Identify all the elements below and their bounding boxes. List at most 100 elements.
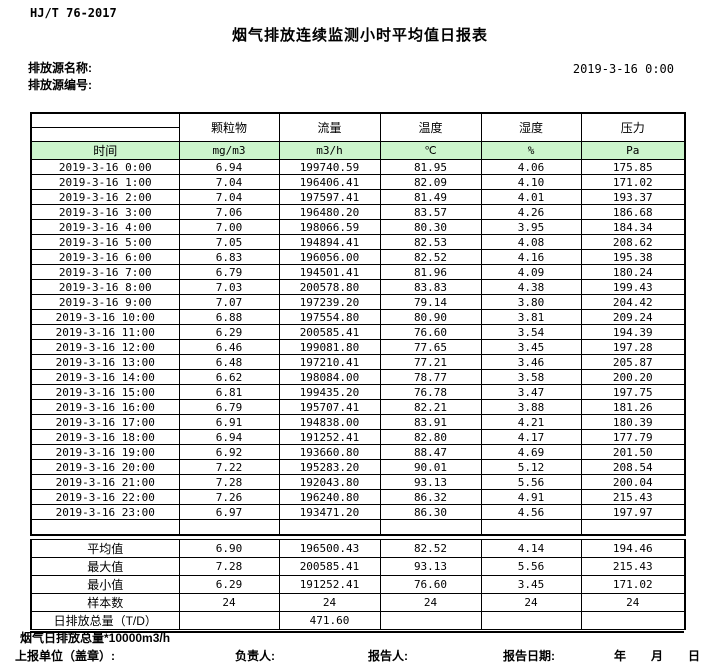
blank-corner-cell-bottom	[30, 127, 180, 142]
value-cell: 177.79	[580, 429, 686, 445]
value-cell: 208.62	[580, 234, 686, 250]
table-row: 2019-3-16 16:00 6.79 195707.41 82.21 3.88 181…	[30, 399, 686, 415]
value-cell: 471.60	[278, 611, 381, 630]
value-cell	[580, 519, 686, 536]
row-label-cell: 2019-3-16 4:00	[30, 219, 180, 235]
value-cell: 200.04	[580, 474, 686, 490]
row-label-cell: 最大值	[30, 557, 180, 576]
value-cell: 4.26	[480, 204, 582, 220]
table-row: 2019-3-16 23:00 6.97 193471.20 86.30 4.56 197…	[30, 504, 686, 520]
value-cell: 6.29	[178, 324, 280, 340]
table-row: 2019-3-16 4:00 7.00 198066.59 80.30 3.95 184.…	[30, 219, 686, 235]
value-cell: 194.46	[580, 539, 686, 558]
value-cell: 208.54	[580, 459, 686, 475]
value-cell: 86.30	[379, 504, 482, 520]
value-cell: 4.69	[480, 444, 582, 460]
row-label-cell: 2019-3-16 17:00	[30, 414, 180, 430]
value-cell: 3.81	[480, 309, 582, 325]
table-row: 2019-3-16 1:00 7.04 196406.41 82.09 4.10 171.…	[30, 174, 686, 190]
unit-cell-temperature: ℃	[379, 141, 482, 160]
table-bottom-rule	[30, 631, 684, 633]
value-cell: 76.78	[379, 384, 482, 400]
value-cell: 24	[580, 593, 686, 612]
summary-table: 平均值 6.90 196500.43 82.52 4.14 194.46 最大值 7.28 20…	[30, 539, 686, 630]
table-row: 2019-3-16 3:00 7.06 196480.20 83.57 4.26 186.…	[30, 204, 686, 220]
value-cell: 6.97	[178, 504, 280, 520]
row-label-cell: 2019-3-16 5:00	[30, 234, 180, 250]
row-label-cell: 2019-3-16 15:00	[30, 384, 180, 400]
value-cell: 6.94	[178, 429, 280, 445]
value-cell: 78.77	[379, 369, 482, 385]
value-cell: 3.45	[480, 575, 582, 594]
table-row: 2019-3-16 5:00 7.05 194894.41 82.53 4.08 208.…	[30, 234, 686, 250]
table-row: 2019-3-16 17:00 6.91 194838.00 83.91 4.21 180…	[30, 414, 686, 430]
report-unit-label: 上报单位（盖章）:	[15, 649, 115, 663]
value-cell: 197239.20	[278, 294, 381, 310]
value-cell: 204.42	[580, 294, 686, 310]
value-cell	[278, 519, 381, 536]
table-row: 2019-3-16 13:00 6.48 197210.41 77.21 3.46 205…	[30, 354, 686, 370]
value-cell: 3.88	[480, 399, 582, 415]
value-cell: 7.05	[178, 234, 280, 250]
col-header-temperature: 温度	[379, 112, 482, 142]
value-cell: 77.65	[379, 339, 482, 355]
unit-cell-pressure: Pa	[580, 141, 686, 160]
value-cell: 4.14	[480, 539, 582, 558]
source-code-label: 排放源编号:	[28, 78, 92, 92]
value-cell: 184.34	[580, 219, 686, 235]
day-label: 日	[688, 649, 701, 663]
value-cell: 215.43	[580, 489, 686, 505]
value-cell: 83.57	[379, 204, 482, 220]
value-cell: 197.75	[580, 384, 686, 400]
value-cell: 3.95	[480, 219, 582, 235]
table-row: 2019-3-16 20:00 7.22 195283.20 90.01 5.12 208…	[30, 459, 686, 475]
row-label-cell: 2019-3-16 6:00	[30, 249, 180, 265]
value-cell: 197.28	[580, 339, 686, 355]
row-label-cell: 2019-3-16 14:00	[30, 369, 180, 385]
table-row: 2019-3-16 2:00 7.04 197597.41 81.49 4.01 193.…	[30, 189, 686, 205]
value-cell: 181.26	[580, 399, 686, 415]
value-cell: 4.56	[480, 504, 582, 520]
row-label-cell: 平均值	[30, 539, 180, 558]
value-cell: 83.83	[379, 279, 482, 295]
value-cell: 199.43	[580, 279, 686, 295]
value-cell	[379, 611, 482, 630]
value-cell	[178, 611, 280, 630]
value-cell: 24	[278, 593, 381, 612]
value-cell: 6.90	[178, 539, 280, 558]
value-cell: 86.32	[379, 489, 482, 505]
report-date-label: 报告日期:	[503, 649, 555, 663]
value-cell: 82.52	[379, 249, 482, 265]
value-cell: 4.91	[480, 489, 582, 505]
total-note: 烟气日排放总量*10000m3/h	[20, 631, 171, 645]
table-row: 2019-3-16 7:00 6.79 194501.41 81.96 4.09 180.…	[30, 264, 686, 280]
value-cell: 198066.59	[278, 219, 381, 235]
value-cell: 6.88	[178, 309, 280, 325]
table-row: 2019-3-16 9:00 7.07 197239.20 79.14 3.80 204.…	[30, 294, 686, 310]
row-label-cell: 2019-3-16 13:00	[30, 354, 180, 370]
value-cell: 180.24	[580, 264, 686, 280]
table-row: 2019-3-16 21:00 7.28 192043.80 93.13 5.56 200…	[30, 474, 686, 490]
unit-cell-flow: m3/h	[278, 141, 381, 160]
blank-corner-cell-top	[30, 112, 180, 128]
value-cell: 194838.00	[278, 414, 381, 430]
value-cell	[379, 519, 482, 536]
row-label-cell: 2019-3-16 11:00	[30, 324, 180, 340]
unit-cell-particulate: mg/m3	[178, 141, 280, 160]
value-cell: 4.10	[480, 174, 582, 190]
value-cell: 6.79	[178, 399, 280, 415]
value-cell: 201.50	[580, 444, 686, 460]
col-header-humidity: 湿度	[480, 112, 582, 142]
table-row: 样本数 24 24 24 24 24	[30, 593, 686, 612]
value-cell: 7.06	[178, 204, 280, 220]
value-cell: 200585.41	[278, 557, 381, 576]
value-cell: 3.45	[480, 339, 582, 355]
table-row: 2019-3-16 11:00 6.29 200585.41 76.60 3.54 194…	[30, 324, 686, 340]
value-cell: 4.38	[480, 279, 582, 295]
value-cell: 193660.80	[278, 444, 381, 460]
row-label-cell: 2019-3-16 21:00	[30, 474, 180, 490]
value-cell: 4.06	[480, 159, 582, 175]
table-row: 2019-3-16 12:00 6.46 199081.80 77.65 3.45 197…	[30, 339, 686, 355]
value-cell: 200585.41	[278, 324, 381, 340]
